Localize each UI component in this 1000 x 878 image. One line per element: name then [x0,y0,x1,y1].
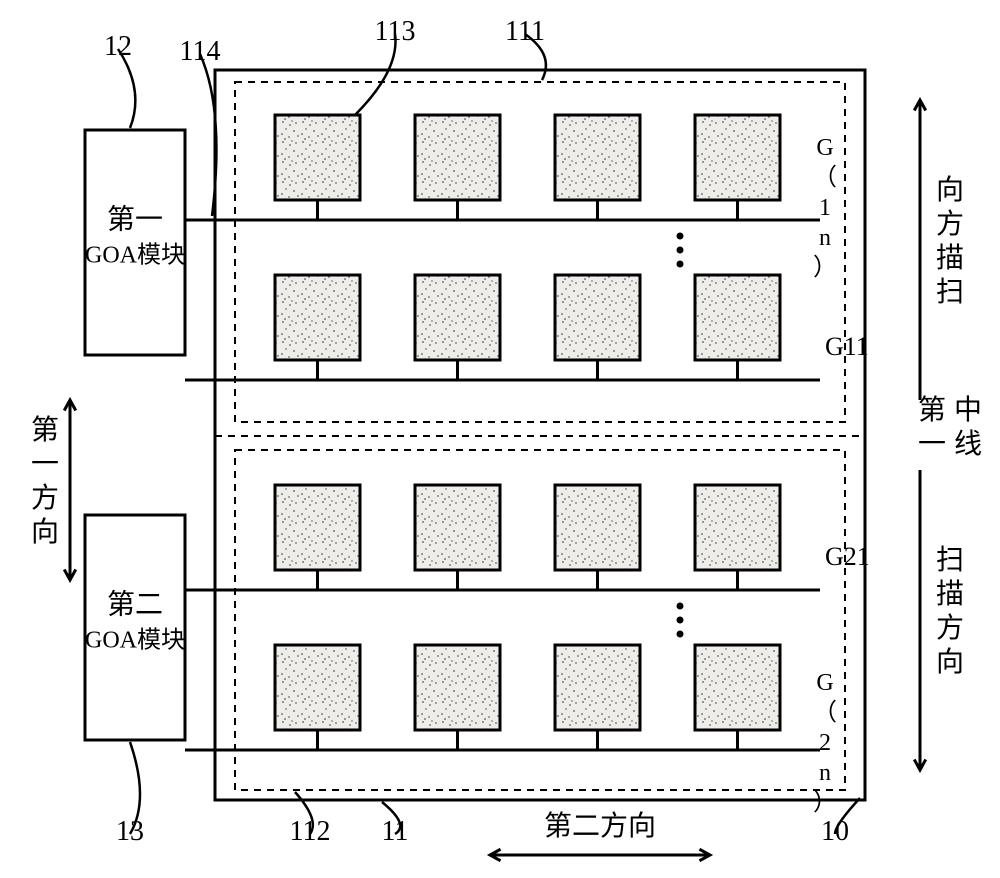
svg-text:第: 第 [918,394,946,426]
goa2-label2: GOA模块 [85,627,185,654]
pixel [415,485,500,570]
svg-text:G: G [816,670,833,696]
svg-text:描: 描 [936,242,964,274]
ellipsis-top [677,233,684,240]
svg-text:一: 一 [31,449,59,480]
svg-text:2: 2 [819,730,831,756]
svg-text:扫: 扫 [936,544,964,576]
svg-text:描: 描 [936,578,964,610]
svg-text:（: （ [813,700,837,726]
dir2-label: 第二方向 [544,810,656,842]
pixel [695,275,780,360]
svg-text:n: n [819,760,831,786]
svg-text:一: 一 [918,429,946,460]
pixel [415,275,500,360]
pixel [695,485,780,570]
pixel [555,485,640,570]
pixel [275,645,360,730]
callout-11-label: 11 [382,816,409,847]
dir1-col0: 第一方向 [31,414,59,548]
ellipsis-bottom [677,617,684,624]
label-G11: G11 [825,332,869,361]
svg-text:方: 方 [936,208,964,240]
midline-label-col1: 中线 [954,394,982,460]
svg-text:向: 向 [31,516,59,548]
pixel [275,115,360,200]
svg-text:（: （ [813,165,837,191]
pixel [415,645,500,730]
label-G1n: G （ 1 n ） [813,135,837,281]
pixel [275,275,360,360]
svg-text:1: 1 [819,195,831,221]
callout-10-label: 10 [821,816,849,847]
label-G2n: G （ 2 n ） [813,670,837,816]
scan-up-col0: 向方描扫 [936,174,964,308]
label-G21: G21 [825,542,870,571]
pixel [555,275,640,360]
svg-text:）: ） [813,255,837,281]
ellipsis-bottom [677,631,684,638]
svg-text:G: G [816,135,833,161]
svg-text:）: ） [813,790,837,816]
diagram-svg: 第一GOA模块第二GOA模块12114113111131121110G（1n）G… [0,0,1000,878]
pixel [275,485,360,570]
pixel [555,115,640,200]
goa2-label1: 第二 [107,589,163,621]
pixel [695,115,780,200]
callout-12-label: 12 [104,31,132,62]
ellipsis-top [677,247,684,254]
callout-114-label: 114 [180,36,221,67]
svg-text:方: 方 [31,482,59,514]
callout-111-label: 111 [505,16,545,47]
callout-113-label: 113 [375,16,416,47]
pixel [695,645,780,730]
svg-text:扫: 扫 [936,276,964,308]
svg-text:中: 中 [954,394,982,426]
svg-text:向: 向 [936,646,964,678]
ellipsis-top [677,261,684,268]
ellipsis-bottom [677,603,684,610]
svg-text:向: 向 [936,174,964,206]
pixel [415,115,500,200]
callout-13-label: 13 [116,816,144,847]
goa1-label1: 第一 [107,204,163,236]
goa1-label2: GOA模块 [85,242,185,269]
svg-text:第: 第 [31,414,59,446]
svg-text:n: n [819,225,831,251]
svg-text:线: 线 [954,428,982,460]
callout-112-label: 112 [290,816,331,847]
scan-down-col0: 扫描方向 [936,544,964,678]
svg-text:方: 方 [936,612,964,644]
midline-label-col0: 第一 [918,394,946,460]
pixel [555,645,640,730]
